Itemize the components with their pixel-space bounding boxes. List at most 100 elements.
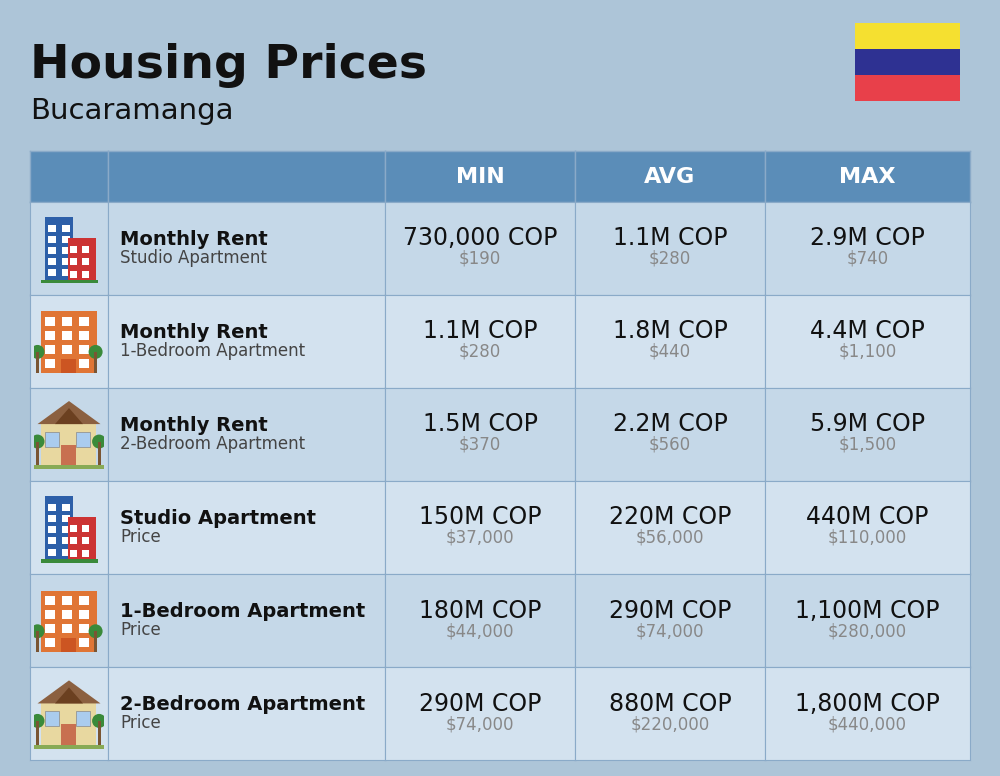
Text: 1.5M COP: 1.5M COP — [423, 412, 537, 436]
Text: AVG: AVG — [644, 167, 696, 186]
Bar — [41, 591, 97, 652]
Bar — [48, 247, 56, 254]
Bar — [79, 596, 89, 605]
Polygon shape — [44, 217, 73, 283]
Text: 730,000 COP: 730,000 COP — [403, 226, 557, 250]
Bar — [48, 515, 56, 522]
Text: $74,000: $74,000 — [446, 715, 514, 733]
Text: Housing Prices: Housing Prices — [30, 43, 427, 88]
Bar — [62, 345, 72, 354]
Text: MIN: MIN — [456, 167, 504, 186]
Text: 1,100M COP: 1,100M COP — [795, 598, 940, 622]
Text: 4.4M COP: 4.4M COP — [810, 319, 925, 343]
Text: Price: Price — [120, 528, 161, 546]
Text: $370: $370 — [459, 436, 501, 454]
Bar — [79, 638, 89, 647]
Text: 1,800M COP: 1,800M COP — [795, 691, 940, 715]
Text: 440M COP: 440M COP — [806, 505, 929, 529]
Text: 2-Bedroom Apartment: 2-Bedroom Apartment — [120, 695, 365, 714]
Text: 1-Bedroom Apartment: 1-Bedroom Apartment — [120, 602, 365, 621]
Text: 150M COP: 150M COP — [419, 505, 541, 529]
Bar — [76, 431, 90, 447]
Polygon shape — [38, 401, 101, 424]
Bar — [36, 442, 39, 466]
Bar — [79, 359, 89, 368]
Bar — [79, 624, 89, 633]
Text: 1.1M COP: 1.1M COP — [613, 226, 727, 250]
Polygon shape — [55, 408, 83, 424]
Circle shape — [30, 435, 44, 449]
Text: 1.1M COP: 1.1M COP — [423, 319, 537, 343]
Bar — [36, 721, 39, 745]
Text: $74,000: $74,000 — [636, 622, 704, 640]
Text: Monthly Rent: Monthly Rent — [120, 323, 268, 341]
Text: $190: $190 — [459, 250, 501, 268]
Circle shape — [92, 714, 106, 728]
Circle shape — [89, 624, 103, 638]
Circle shape — [30, 624, 44, 638]
Text: 2.2M COP: 2.2M COP — [613, 412, 727, 436]
Text: $740: $740 — [846, 250, 889, 268]
Text: 5.9M COP: 5.9M COP — [810, 412, 925, 436]
Bar — [62, 515, 70, 522]
Polygon shape — [68, 237, 96, 283]
Text: $37,000: $37,000 — [446, 529, 514, 547]
Bar — [48, 269, 56, 276]
Bar — [62, 359, 72, 368]
Text: 880M COP: 880M COP — [609, 691, 731, 715]
Bar — [62, 317, 72, 326]
Text: $280: $280 — [649, 250, 691, 268]
Bar — [76, 711, 90, 726]
Bar — [82, 550, 89, 557]
Bar — [41, 703, 96, 745]
Circle shape — [92, 435, 106, 449]
Bar — [62, 624, 72, 633]
Bar — [70, 245, 77, 252]
Bar — [41, 424, 96, 466]
Text: $110,000: $110,000 — [828, 529, 907, 547]
Bar — [45, 359, 55, 368]
Bar — [62, 269, 70, 276]
Polygon shape — [38, 681, 101, 703]
Text: $220,000: $220,000 — [630, 715, 710, 733]
Bar — [41, 280, 98, 283]
Bar — [44, 431, 58, 447]
Text: 1.8M COP: 1.8M COP — [613, 319, 727, 343]
Bar — [62, 638, 72, 647]
Bar — [41, 559, 98, 563]
Bar — [79, 345, 89, 354]
Bar — [98, 442, 101, 466]
Text: $44,000: $44,000 — [446, 622, 514, 640]
Bar — [62, 331, 72, 340]
Bar — [34, 466, 104, 469]
Bar — [82, 245, 89, 252]
Text: Price: Price — [120, 621, 161, 639]
Text: 1-Bedroom Apartment: 1-Bedroom Apartment — [120, 341, 305, 360]
Bar — [62, 610, 72, 619]
Bar — [48, 549, 56, 556]
Bar — [79, 317, 89, 326]
Circle shape — [30, 714, 44, 728]
Text: 220M COP: 220M COP — [609, 505, 731, 529]
Text: Monthly Rent: Monthly Rent — [120, 230, 268, 248]
Text: Studio Apartment: Studio Apartment — [120, 248, 267, 267]
Bar — [62, 538, 70, 545]
Bar — [82, 258, 89, 265]
Bar — [98, 721, 101, 745]
Bar — [61, 359, 76, 373]
Bar — [61, 638, 76, 652]
Polygon shape — [44, 497, 73, 563]
Text: 2-Bedroom Apartment: 2-Bedroom Apartment — [120, 435, 305, 453]
Bar — [48, 224, 56, 231]
Bar — [44, 711, 58, 726]
Bar — [79, 610, 89, 619]
Text: 2.9M COP: 2.9M COP — [810, 226, 925, 250]
Polygon shape — [68, 518, 96, 563]
Text: Studio Apartment: Studio Apartment — [120, 509, 316, 528]
Bar — [41, 311, 97, 373]
Bar — [48, 526, 56, 533]
Bar — [82, 525, 89, 532]
Bar — [62, 224, 70, 231]
Bar — [45, 638, 55, 647]
Text: $560: $560 — [649, 436, 691, 454]
